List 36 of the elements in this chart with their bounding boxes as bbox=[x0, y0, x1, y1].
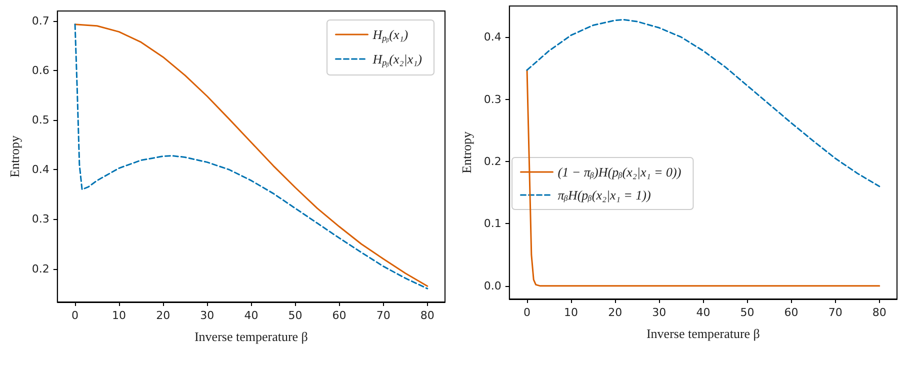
y-tick-label: 0.2 bbox=[484, 155, 502, 168]
x-tick-label: 80 bbox=[872, 306, 886, 319]
x-tick-label: 60 bbox=[784, 306, 798, 319]
line-series bbox=[526, 18, 880, 188]
x-tick-label: 40 bbox=[696, 306, 710, 319]
x-tick-label: 50 bbox=[288, 309, 302, 322]
y-tick-label: 0.4 bbox=[32, 163, 50, 176]
x-tick-label: 20 bbox=[608, 306, 622, 319]
x-tick-label: 10 bbox=[112, 309, 126, 322]
y-axis-title: Entropy bbox=[459, 131, 474, 174]
x-axis-title: Inverse temperature β bbox=[646, 326, 760, 341]
x-tick-label: 70 bbox=[828, 306, 842, 319]
y-tick-label: 0.5 bbox=[32, 114, 50, 127]
y-tick-label: 0.6 bbox=[32, 64, 50, 77]
legend-label: (1 − πᵦ)H(pᵦ(x₂|x₁ = 0)) bbox=[558, 164, 682, 180]
x-tick-label: 30 bbox=[652, 306, 666, 319]
x-tick-label: 50 bbox=[740, 306, 754, 319]
y-tick-label: 0.0 bbox=[484, 279, 502, 292]
x-tick-label: 70 bbox=[376, 309, 390, 322]
x-tick-label: 10 bbox=[564, 306, 578, 319]
x-tick-label: 0 bbox=[524, 306, 531, 319]
x-tick-label: 30 bbox=[200, 309, 214, 322]
y-tick-label: 0.4 bbox=[484, 30, 502, 44]
x-tick-label: 40 bbox=[244, 309, 258, 322]
y-tick-label: 0.2 bbox=[32, 262, 50, 276]
y-tick-label: 0.3 bbox=[484, 92, 502, 106]
x-tick-label: 80 bbox=[420, 309, 434, 322]
y-axis-title: Entropy bbox=[7, 135, 22, 178]
y-tick-label: 0.1 bbox=[484, 217, 502, 230]
x-axis-title: Inverse temperature β bbox=[194, 329, 308, 344]
y-tick-label: 0.7 bbox=[32, 14, 50, 28]
legend-label: πᵦH(pᵦ(x₂|x₁ = 1)) bbox=[558, 188, 651, 202]
x-tick-label: 20 bbox=[156, 309, 170, 322]
y-tick-label: 0.3 bbox=[32, 212, 50, 226]
x-tick-label: 0 bbox=[72, 309, 79, 322]
x-tick-label: 60 bbox=[332, 309, 346, 322]
